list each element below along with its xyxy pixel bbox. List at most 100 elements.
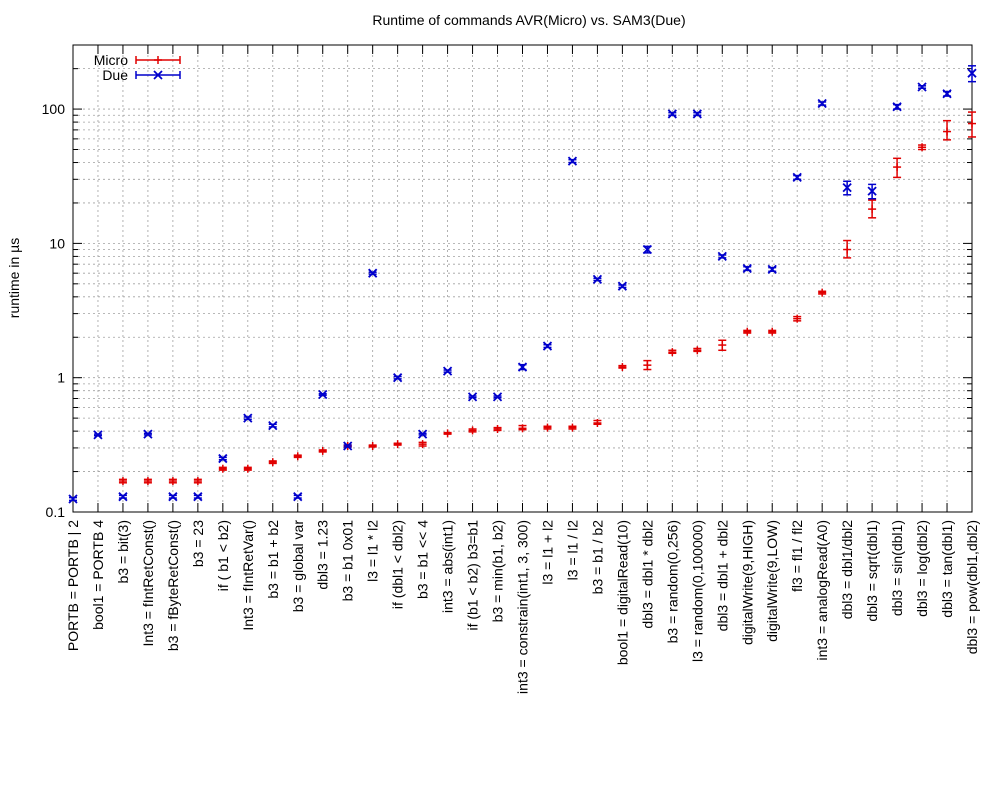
data-point bbox=[443, 429, 452, 438]
data-point bbox=[918, 143, 927, 152]
x-tick-label: int3 = abs(int1) bbox=[440, 520, 456, 613]
data-point bbox=[568, 423, 577, 432]
data-point bbox=[418, 440, 427, 449]
x-tick-label: dbl3 = dbl1 * dbl2 bbox=[639, 520, 655, 629]
marker-stroke bbox=[218, 453, 228, 464]
data-point bbox=[318, 389, 328, 400]
x-tick-label: bool1 = digitalRead(10) bbox=[614, 520, 630, 665]
data-point bbox=[793, 314, 802, 323]
x-tick-label: Int3 = fIntRetVar() bbox=[240, 520, 256, 631]
marker-stroke bbox=[467, 392, 478, 402]
data-point bbox=[867, 183, 877, 200]
series-due bbox=[68, 65, 977, 504]
data-point bbox=[668, 348, 677, 357]
marker-stroke bbox=[417, 429, 428, 439]
legend-entry-due: Due bbox=[102, 67, 181, 83]
x-tick-label: int3 = analogRead(A0) bbox=[814, 520, 830, 661]
data-point bbox=[218, 453, 228, 464]
data-point bbox=[68, 494, 78, 504]
data-point bbox=[842, 180, 852, 196]
marker-stroke bbox=[193, 492, 203, 502]
data-point bbox=[742, 263, 752, 274]
marker-stroke bbox=[393, 373, 403, 383]
data-point bbox=[642, 244, 652, 255]
x-tick-label: dbl3 = pow(dbl1,dbl2) bbox=[964, 520, 980, 654]
x-tick-label: b3 = bit(3) bbox=[115, 520, 131, 583]
marker-stroke bbox=[293, 492, 303, 502]
marker-stroke bbox=[442, 366, 453, 376]
data-point bbox=[168, 492, 178, 502]
x-tick-label: dbl3 = tan(dbl1) bbox=[939, 520, 955, 618]
x-tick-label: if (b1 < b2) b3=b1 bbox=[465, 520, 481, 631]
marker-stroke bbox=[792, 172, 802, 183]
marker-stroke bbox=[867, 186, 877, 196]
x-tick-label: Int3 = fIntRetConst() bbox=[140, 520, 156, 646]
legend-label: Micro bbox=[94, 52, 128, 68]
series-micro bbox=[118, 111, 976, 486]
data-point bbox=[767, 264, 777, 275]
x-tick-label: b3 = fByteRetConst() bbox=[165, 520, 181, 651]
marker-stroke bbox=[492, 392, 503, 402]
data-point bbox=[717, 251, 727, 262]
x-tick-label: b3 = 23 bbox=[190, 520, 206, 567]
data-point bbox=[692, 109, 702, 119]
data-point bbox=[618, 363, 627, 372]
marker-stroke bbox=[68, 494, 78, 504]
data-point bbox=[542, 341, 553, 351]
grid-lines bbox=[73, 45, 972, 512]
x-tick-label: dbl3 = log(dbl2) bbox=[914, 520, 930, 617]
x-tick-label: fl3 = fl1 / fl2 bbox=[789, 520, 805, 592]
marker-stroke bbox=[617, 281, 628, 291]
marker-stroke bbox=[343, 441, 353, 451]
marker-stroke bbox=[168, 492, 178, 502]
x-tick-label: dbl3 = dbl1 + dbl2 bbox=[714, 520, 730, 632]
marker-stroke bbox=[692, 109, 702, 119]
data-point bbox=[268, 420, 278, 431]
marker-stroke bbox=[118, 492, 128, 502]
data-point bbox=[93, 430, 103, 440]
x-tick-label: dbl3 = sqrt(dbl1) bbox=[864, 520, 880, 622]
data-point bbox=[467, 392, 478, 402]
y-tick-label: 10 bbox=[49, 235, 65, 251]
x-tick-label: b3 = random(0,256) bbox=[664, 520, 680, 643]
data-point bbox=[393, 373, 403, 383]
data-point bbox=[493, 424, 502, 433]
data-point bbox=[343, 441, 353, 451]
data-point bbox=[143, 477, 152, 486]
data-point bbox=[667, 109, 677, 119]
marker-stroke bbox=[153, 70, 163, 80]
x-tick-label: int3 = constrain(int1, 3, 300) bbox=[515, 520, 531, 694]
data-point bbox=[368, 268, 378, 278]
marker-stroke bbox=[93, 430, 103, 440]
x-tick-label: PORTB = PORTB | 2 bbox=[65, 520, 81, 651]
data-point bbox=[518, 424, 527, 433]
x-tick-label: l3 = l1 / l2 bbox=[564, 520, 580, 581]
data-point bbox=[293, 492, 303, 502]
data-point bbox=[943, 119, 952, 141]
legend-entry-micro: Micro bbox=[94, 52, 181, 68]
data-point bbox=[168, 477, 177, 486]
data-point bbox=[893, 157, 902, 179]
x-tick-label: b3 = b1 << 4 bbox=[415, 520, 431, 599]
x-tick-label: bool1 = PORTB 4 bbox=[90, 520, 106, 630]
data-point bbox=[318, 446, 327, 455]
data-point bbox=[243, 464, 252, 473]
marker-stroke bbox=[942, 89, 952, 99]
marker-stroke bbox=[542, 341, 553, 351]
data-point bbox=[143, 429, 153, 439]
x-tick-label: dbl3 = dbl1/dbl2 bbox=[839, 520, 855, 619]
data-point bbox=[243, 413, 253, 423]
y-tick-label: 1 bbox=[57, 370, 65, 386]
marker-stroke bbox=[892, 102, 902, 112]
marker-stroke bbox=[842, 183, 852, 193]
y-tick-label: 100 bbox=[42, 101, 66, 117]
marker-stroke bbox=[268, 420, 278, 431]
x-tick-label: b3 = b1 / b2 bbox=[589, 520, 605, 595]
x-tick-label: b3 = b1 + b2 bbox=[265, 520, 281, 599]
marker-stroke bbox=[667, 109, 677, 119]
data-point bbox=[592, 274, 603, 284]
marker-stroke bbox=[517, 362, 528, 372]
data-marks bbox=[68, 65, 977, 504]
y-axis: 0.1 1 10 100 bbox=[42, 44, 972, 520]
